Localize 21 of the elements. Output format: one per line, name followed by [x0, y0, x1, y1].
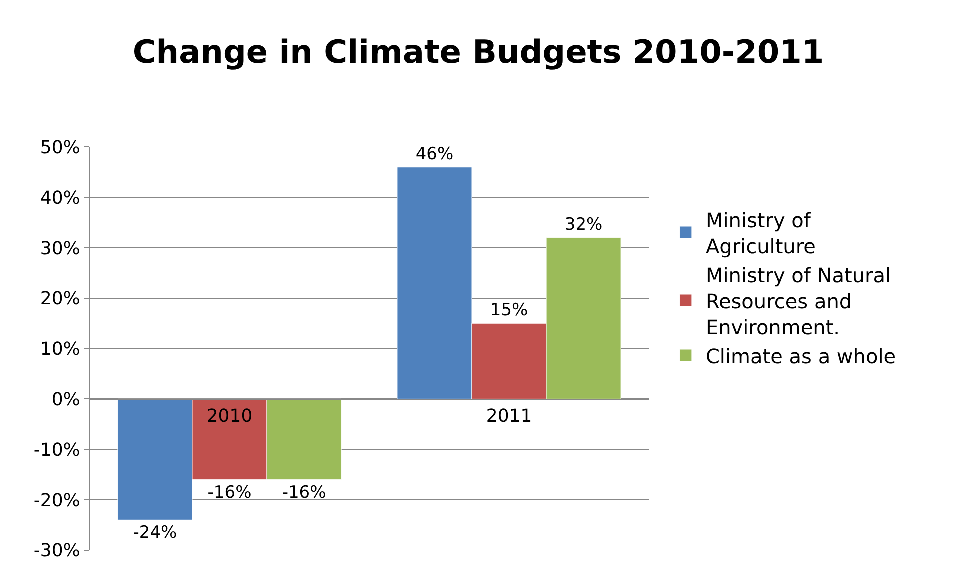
y-tick-label: -20% — [34, 490, 80, 512]
y-tick-label: 40% — [40, 188, 80, 209]
legend-label: Ministry of Agriculture — [706, 208, 816, 258]
legend-label: Climate as a whole — [706, 344, 896, 368]
x-tick-label: 2010 — [206, 406, 253, 427]
data-label: 46% — [416, 144, 454, 164]
y-tick-label: 30% — [40, 238, 80, 260]
y-tick-label: 0% — [52, 390, 80, 410]
data-label: -16% — [208, 482, 252, 503]
data-label: -16% — [282, 482, 326, 503]
x-tick-label: 2011 — [486, 406, 532, 427]
y-tick-label: -30% — [34, 540, 80, 562]
data-label: 15% — [490, 300, 528, 321]
legend-label: Ministry of Natural Resources and Environment. — [706, 263, 892, 340]
y-tick-label: 10% — [40, 339, 80, 360]
chart-title: Change in Climate Budgets 2010-2011 — [132, 33, 824, 72]
data-label: 32% — [564, 214, 603, 235]
y-tick-label: -10% — [34, 440, 80, 461]
y-tick-label: 50% — [40, 138, 80, 158]
y-tick-label: 20% — [40, 288, 80, 310]
data-label: -24% — [133, 523, 178, 544]
